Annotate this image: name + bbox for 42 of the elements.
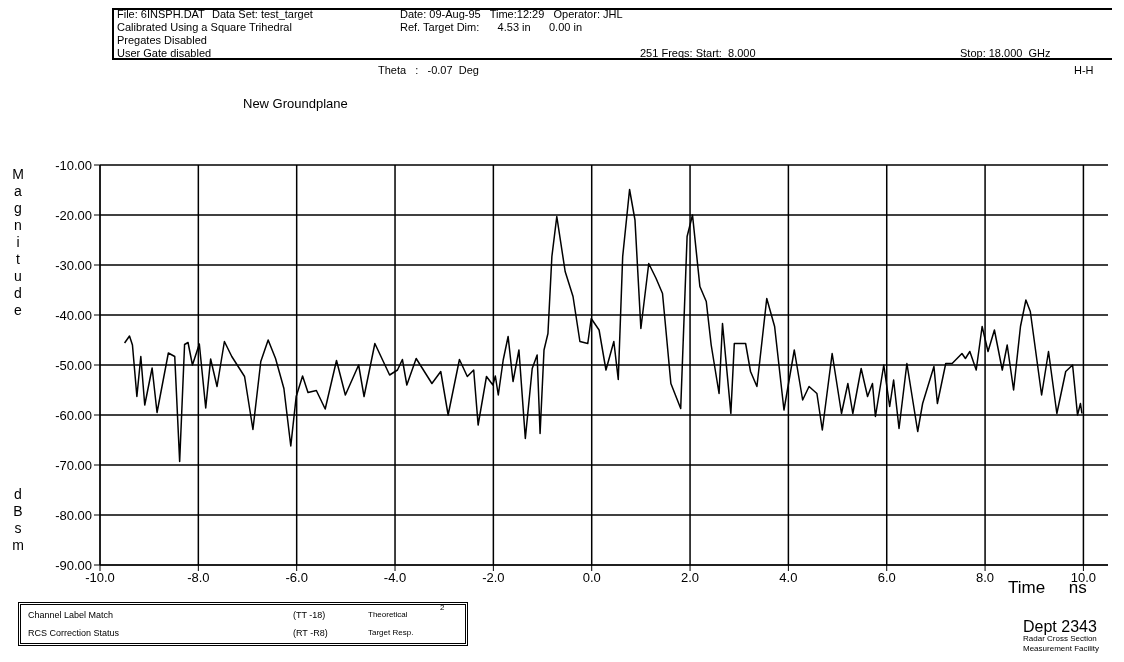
x-tick-label: -10.0 [85, 570, 115, 586]
y-tick-label: -20.00 [55, 207, 92, 223]
text: Channel Label Match [28, 610, 114, 621]
text: File: 6INSPH.DAT [117, 8, 205, 21]
x-tick-label: -6.0 [285, 570, 308, 586]
text: H-H [1074, 64, 1094, 77]
y-tick-label: -70.00 [55, 457, 92, 473]
text: Radar Cross Section [1023, 634, 1097, 644]
y-tick-label: -10.00 [55, 157, 92, 173]
x-tick-label: -4.0 [383, 570, 407, 586]
x-tick-label: 6.0 [877, 570, 896, 586]
x-tick-label: 8.0 [976, 570, 995, 586]
text: Data Set: test_target [212, 8, 313, 21]
text: 251 Freqs: Start: 8.000 [640, 47, 756, 60]
x-tick-label: -2.0 [482, 570, 505, 586]
text: Target Resp. [368, 628, 414, 638]
text: 2 [440, 603, 445, 613]
y-tick-label: -40.00 [55, 307, 92, 323]
y-tick-label: -80.00 [55, 507, 92, 523]
x-tick-label: 4.0 [779, 570, 798, 586]
x-tick-label: -8.0 [187, 570, 210, 586]
text: Stop: 18.000 GHz [960, 47, 1051, 60]
y-axis-title: Magnitude dBsm [10, 166, 26, 554]
y-tick-label: -90.00 [55, 557, 92, 573]
text: Theta : -0.07 Deg [378, 64, 479, 77]
text: Theoretical [368, 610, 408, 620]
text: Measurement Facility [1023, 644, 1100, 654]
text: (TT -18) [293, 610, 326, 621]
text: RCS Correction Status [28, 628, 120, 639]
y-tick-label: -60.00 [55, 407, 92, 423]
text: Calibrated Using a Square Trihedral [117, 21, 292, 34]
text: (RT -R8) [293, 628, 328, 639]
x-tick-label: 0.0 [582, 570, 601, 586]
text: Date: 09-Aug-95 Time:12:29 Operator: JHL [400, 8, 623, 21]
text: Pregates Disabled [117, 34, 207, 47]
y-tick-label: -50.00 [55, 357, 92, 373]
text: Dept 2343 [1023, 618, 1097, 636]
y-tick-label: -30.00 [55, 257, 92, 273]
text: User Gate disabled [117, 47, 212, 60]
x-tick-label: 2.0 [681, 570, 700, 586]
text: Ref. Target Dim: 4.53 in 0.00 in [400, 21, 582, 34]
chart-title: New Groundplane [243, 96, 348, 111]
